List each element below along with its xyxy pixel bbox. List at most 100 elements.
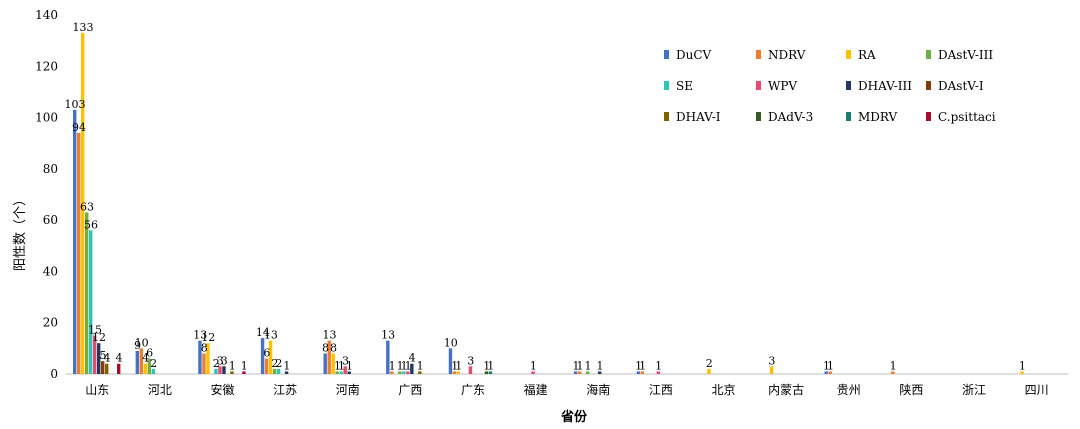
data-label: 2	[271, 357, 278, 370]
bar	[640, 371, 645, 374]
bar	[468, 366, 473, 374]
data-label: 1	[334, 359, 341, 372]
category-label: 内蒙古	[768, 382, 804, 397]
category-label: 江西	[649, 383, 673, 397]
legend-swatch	[756, 81, 761, 90]
data-label: 1	[577, 359, 584, 372]
data-label: 2	[213, 357, 220, 370]
category-label: 江苏	[273, 383, 297, 397]
data-label: 1	[346, 359, 353, 372]
legend-label: SE	[676, 79, 693, 93]
legend-label: DAdV-3	[768, 110, 813, 124]
bar	[598, 371, 602, 374]
data-label: 1	[585, 359, 592, 372]
category-label: 北京	[712, 383, 736, 397]
bar	[151, 368, 156, 374]
bar	[214, 368, 218, 374]
data-label: 4	[142, 352, 149, 365]
bar	[101, 361, 105, 374]
legend-label: DuCV	[676, 48, 712, 62]
bar	[323, 353, 327, 374]
bar	[117, 363, 121, 374]
bar	[402, 371, 406, 374]
bar	[406, 371, 410, 374]
category-label: 广西	[398, 383, 422, 397]
data-label: 4	[104, 352, 111, 365]
bar	[769, 366, 774, 374]
y-tick-label: 120	[35, 59, 58, 73]
data-label: 1	[451, 359, 458, 372]
data-label: 1	[597, 359, 604, 372]
data-label: 1	[338, 359, 345, 372]
y-tick-label: 20	[43, 316, 58, 330]
data-label: 1	[483, 359, 490, 372]
bar	[105, 363, 109, 374]
data-label: 1	[890, 359, 897, 372]
data-label: 13	[323, 329, 337, 342]
data-label: 8	[201, 341, 208, 354]
data-label: 4	[116, 352, 123, 365]
data-label: 14	[256, 326, 270, 339]
data-label: 1	[530, 359, 537, 372]
y-tick-label: 60	[43, 213, 58, 227]
bar	[327, 340, 331, 374]
data-label: 10	[444, 336, 458, 349]
data-label: 3	[221, 354, 228, 367]
category-labels: 山东 河北 安徽 江苏 河南 广西 广东 福建 海南 江西 北京 内蒙古 贵州 陕西 浙江 四川	[85, 382, 1048, 397]
bar	[93, 335, 97, 374]
data-label: 63	[80, 200, 94, 213]
category-label: 山东	[85, 383, 109, 397]
bar	[77, 132, 81, 374]
bar	[448, 348, 453, 374]
legend: DuCV NDRV RA DAstV-III SE WPV DHAV-III DAstV-I D…	[664, 48, 996, 124]
data-label: 1	[241, 359, 248, 372]
data-label: 1	[655, 359, 662, 372]
bar	[81, 32, 85, 374]
legend-swatch	[846, 81, 851, 90]
data-label: 13	[264, 329, 278, 342]
legend-swatch	[926, 112, 931, 121]
bar	[284, 371, 289, 374]
category-label: 河南	[336, 382, 360, 397]
bar	[707, 368, 711, 374]
bar	[586, 371, 590, 374]
legend-label: DHAV-I	[676, 110, 721, 124]
data-label: 1	[635, 359, 642, 372]
bar	[268, 340, 273, 374]
data-label: 1	[405, 359, 412, 372]
bar	[276, 368, 281, 374]
data-label: 6	[146, 347, 153, 360]
data-label: 4	[409, 352, 416, 365]
bar	[335, 371, 339, 374]
bar	[135, 350, 140, 374]
legend-label: RA	[858, 48, 876, 62]
bar	[143, 363, 148, 374]
data-label: 1	[389, 359, 396, 372]
data-label: 103	[65, 98, 86, 111]
bar	[410, 363, 414, 374]
legend-swatch	[664, 50, 669, 59]
y-tick-label: 0	[50, 367, 58, 381]
bar	[578, 371, 582, 374]
x-axis-title: 省份	[560, 409, 588, 425]
bar	[73, 109, 77, 374]
legend-label: DAstV-I	[938, 79, 984, 93]
bar	[824, 371, 828, 374]
bar	[147, 358, 152, 374]
category-label: 浙江	[962, 383, 986, 397]
legend-swatch	[664, 112, 669, 121]
bar	[891, 371, 895, 374]
y-tick-label: 80	[43, 162, 58, 176]
bar	[339, 371, 343, 374]
y-tick-label: 100	[35, 111, 58, 125]
bar	[272, 368, 277, 374]
category-label: 河北	[148, 383, 172, 397]
data-label: 3	[768, 354, 775, 367]
legend-swatch	[846, 50, 851, 59]
data-label: 3	[217, 354, 224, 367]
bar	[386, 340, 390, 374]
data-label: 56	[84, 218, 98, 231]
data-label: 1	[1019, 359, 1026, 372]
